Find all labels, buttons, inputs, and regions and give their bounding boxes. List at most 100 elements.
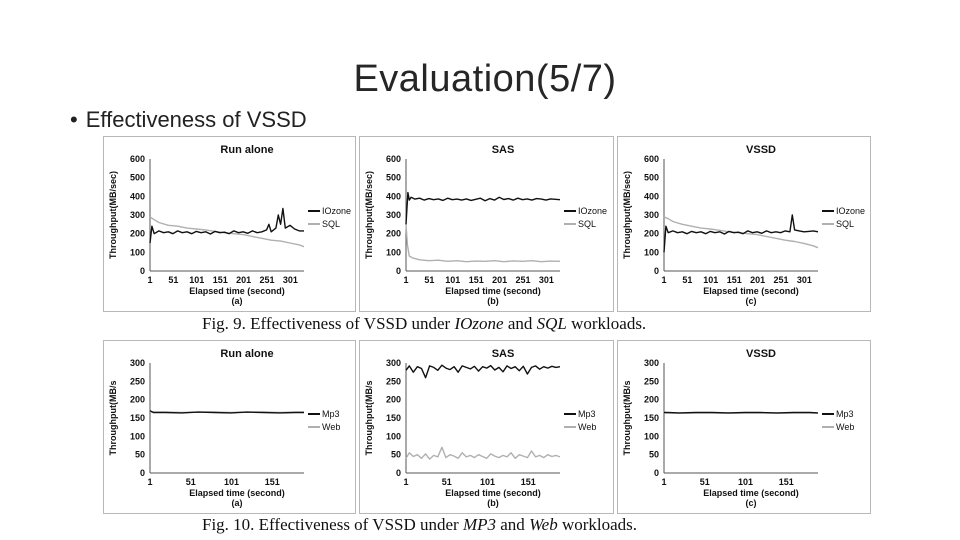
y-tick-label: 100	[386, 247, 401, 257]
x-tick-label: 101	[189, 275, 204, 285]
y-axis-label: Throughput(MB/sec)	[622, 171, 632, 259]
x-tick-label: 301	[797, 275, 812, 285]
chart-title: VSSD	[746, 348, 776, 360]
fig10c-panel: VSSD Throughput(MB/s 0 50 100 150 200 250 300 1 51…	[617, 340, 871, 514]
y-tick-label: 0	[140, 266, 145, 276]
y-tick-label: 400	[386, 191, 401, 201]
y-tick-label: 400	[644, 191, 659, 201]
panel-sublabel: (a)	[232, 296, 243, 306]
x-tick-label: 51	[700, 477, 710, 487]
fig10-caption: Fig. 10. Effectiveness of VSSD under MP3…	[202, 515, 637, 535]
x-tick-label: 51	[424, 275, 434, 285]
chart-title: Run alone	[220, 144, 273, 156]
x-tick-label: 151	[213, 275, 228, 285]
legend-label: IOzone	[322, 206, 351, 216]
x-tick-label: 101	[445, 275, 460, 285]
y-tick-label: 0	[654, 266, 659, 276]
y-tick-label: 500	[644, 173, 659, 183]
series-line-iozone	[149, 207, 304, 244]
x-tick-label: 51	[442, 477, 452, 487]
fig9b-chart: SAS Throughput(MB/sec) 0 100 200 300 400 500 600…	[364, 144, 607, 306]
legend-label: IOzone	[836, 206, 865, 216]
x-tick-label: 151	[779, 477, 794, 487]
x-tick-label: 251	[774, 275, 789, 285]
y-tick-label: 100	[130, 247, 145, 257]
x-tick-label: 201	[236, 275, 251, 285]
y-tick-label: 200	[130, 395, 145, 405]
legend-label: SQL	[836, 219, 854, 229]
legend-label: Web	[578, 422, 596, 432]
series-line-mp3	[149, 410, 304, 414]
x-axis-label: Elapsed time (second)	[189, 488, 285, 498]
x-tick-label: 151	[265, 477, 280, 487]
fig9-caption-word2: SQL	[536, 314, 567, 333]
y-tick-label: 0	[140, 468, 145, 478]
y-tick-label: 50	[649, 450, 659, 460]
x-tick-label: 51	[186, 477, 196, 487]
chart-title: Run alone	[220, 348, 273, 360]
x-tick-label: 101	[480, 477, 495, 487]
fig9a-chart: Run alone Throughput(MB/sec) 0 100 200 300 400…	[108, 144, 351, 306]
y-tick-label: 400	[130, 191, 145, 201]
x-tick-label: 101	[738, 477, 753, 487]
fig9b-panel: SAS Throughput(MB/sec) 0 100 200 300 400 500 600…	[359, 136, 614, 312]
x-axis-label: Elapsed time (second)	[703, 286, 799, 296]
series-line-web	[405, 446, 561, 460]
x-tick-label: 51	[168, 275, 178, 285]
bullet-text: Effectiveness of VSSD	[85, 107, 307, 132]
y-tick-label: 100	[130, 431, 145, 441]
x-tick-label: 51	[682, 275, 692, 285]
y-axis-label: Throughput(MB/s	[364, 381, 374, 456]
y-tick-label: 300	[644, 210, 659, 220]
panel-sublabel: (b)	[487, 498, 499, 508]
y-tick-label: 300	[130, 210, 145, 220]
y-tick-label: 250	[386, 376, 401, 386]
y-tick-label: 150	[644, 413, 659, 423]
panel-sublabel: (c)	[746, 296, 757, 306]
x-tick-label: 201	[492, 275, 507, 285]
y-tick-label: 100	[644, 431, 659, 441]
y-tick-label: 300	[644, 358, 659, 368]
y-tick-label: 500	[130, 173, 145, 183]
slide-title: Evaluation(5/7)	[353, 58, 617, 100]
fig10-caption-suffix: workloads.	[557, 515, 638, 534]
fig10-caption-mid: and	[496, 515, 530, 534]
x-tick-label: 151	[521, 477, 536, 487]
fig10b-panel: SAS Throughput(MB/s 0 50 100 150 200 250 300 1 51 1…	[359, 340, 614, 514]
series-line-sql	[405, 224, 561, 263]
y-tick-label: 100	[386, 431, 401, 441]
x-tick-label: 1	[661, 275, 666, 285]
x-axis-label: Elapsed time (second)	[189, 286, 285, 296]
y-axis-label: Throughput(MB/sec)	[364, 171, 374, 259]
x-axis-label: Elapsed time (second)	[445, 286, 541, 296]
fig9-caption-mid: and	[503, 314, 537, 333]
x-axis-label: Elapsed time (second)	[703, 488, 799, 498]
x-axis-label: Elapsed time (second)	[445, 488, 541, 498]
y-tick-label: 150	[386, 413, 401, 423]
y-tick-label: 0	[396, 266, 401, 276]
x-tick-label: 101	[703, 275, 718, 285]
y-tick-label: 300	[386, 358, 401, 368]
fig9-caption-suffix: workloads.	[566, 314, 647, 333]
panel-sublabel: (c)	[746, 498, 757, 508]
y-axis-label: Throughput(MB/sec)	[108, 171, 118, 259]
series-line-iozone	[663, 214, 819, 253]
x-tick-label: 101	[224, 477, 239, 487]
x-tick-label: 151	[727, 275, 742, 285]
fig10a-panel: Run alone Throughput(MB/s 0 50 100 150 200 250 3…	[103, 340, 356, 514]
legend-label: Mp3	[322, 409, 340, 419]
legend-label: SQL	[322, 219, 340, 229]
fig10-caption-word2: Web	[529, 515, 558, 534]
chart-title: SAS	[492, 348, 515, 360]
legend-label: IOzone	[578, 206, 607, 216]
y-axis-label: Throughput(MB/s	[108, 381, 118, 456]
fig10-caption-prefix: Fig. 10. Effectiveness of VSSD under	[202, 515, 463, 534]
y-tick-label: 200	[386, 395, 401, 405]
x-tick-label: 1	[403, 477, 408, 487]
x-tick-label: 251	[516, 275, 531, 285]
bullet-point: • Effectiveness of VSSD	[70, 107, 307, 133]
x-tick-label: 301	[283, 275, 298, 285]
y-tick-label: 250	[130, 376, 145, 386]
